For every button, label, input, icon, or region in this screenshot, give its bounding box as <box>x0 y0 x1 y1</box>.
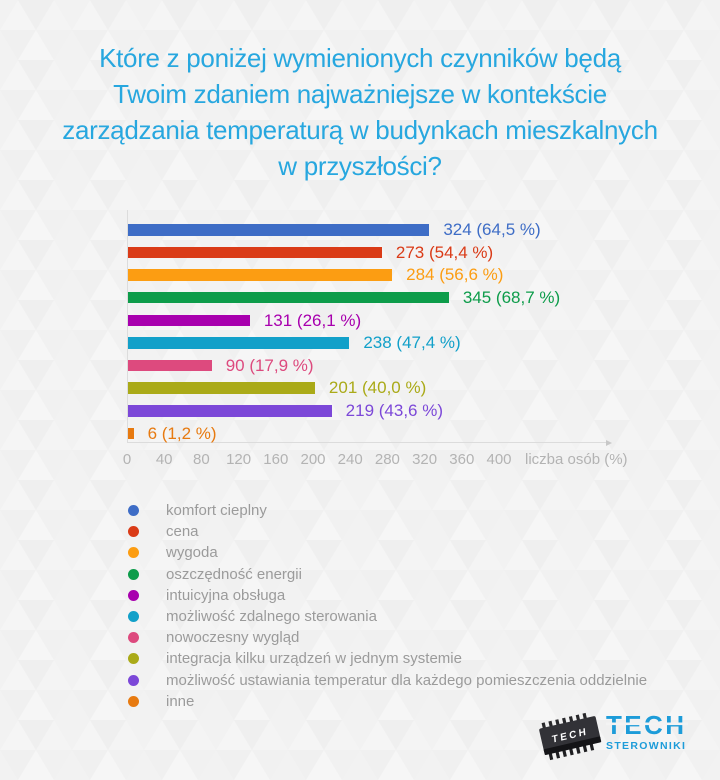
legend-item: możliwość ustawiania temperatur dla każd… <box>128 670 647 691</box>
chart-legend: komfort cieplny cena wygoda oszczędność ene… <box>128 500 647 712</box>
title-line: Twoim zdaniem najważniejsze w kontekście <box>113 79 607 109</box>
bar <box>128 427 134 440</box>
bar-row: 284 (56,6 %) <box>128 265 504 285</box>
legend-item: intuicyjna obsługa <box>128 585 647 606</box>
bar <box>128 314 250 327</box>
bar <box>128 246 382 259</box>
legend-label: cena <box>166 523 199 541</box>
legend-dot-icon <box>128 547 139 559</box>
tech-chip-logo-icon: TECH <box>539 712 602 761</box>
legend-item: cena <box>128 521 647 542</box>
x-axis-tick-label: 320 <box>412 451 438 468</box>
bar-chart-plot-area: 324 (64,5 %) 273 (54,4 %) 284 (56,6 %) 345 … <box>127 210 612 446</box>
legend-dot-icon <box>128 674 139 686</box>
bar-row: 273 (54,4 %) <box>128 242 494 262</box>
legend-label: intuicyjna obsługa <box>166 586 286 604</box>
legend-item: możliwość zdalnego sterowania <box>128 606 647 627</box>
x-axis-tick-label: 40 <box>155 451 173 468</box>
bar-value-label: 324 (64,5 %) <box>443 220 541 239</box>
x-axis-tick-label: 200 <box>300 451 326 468</box>
legend-dot-icon <box>128 611 139 623</box>
x-axis-tick-label: 120 <box>226 451 252 468</box>
bar-row: 238 (47,4 %) <box>128 333 461 353</box>
bar-value-label: 345 (68,7 %) <box>462 287 561 307</box>
brand-name: TECH <box>606 713 686 740</box>
bar-value-label: 238 (47,4 %) <box>363 333 461 353</box>
legend-label: wygoda <box>166 544 218 562</box>
bar <box>128 405 332 417</box>
title-line: Które z poniżej wymienionych czynników b… <box>99 43 621 73</box>
y-axis-line <box>127 210 128 443</box>
bar-row: 345 (68,7 %) <box>128 287 561 307</box>
x-axis-ticks: liczba osób (%) 0 40 80 120 160 200 240 280 320 3… <box>123 451 687 471</box>
legend-label: nowoczesny wygląd <box>166 629 300 647</box>
bar-row: 201 (40,0 %) <box>128 378 427 398</box>
bar-value-label: 219 (43,6 %) <box>345 401 443 421</box>
x-axis-tick-label: 400 <box>486 451 512 468</box>
bar-value-label: 6 (1,2 %) <box>147 423 217 443</box>
legend-item: wygoda <box>128 542 647 563</box>
bar <box>128 224 430 236</box>
legend-dot-icon <box>128 505 139 517</box>
x-axis-tick-label: 240 <box>337 451 363 468</box>
legend-dot-icon <box>128 632 139 644</box>
legend-dot-icon <box>128 526 139 538</box>
x-axis-tick-label: 280 <box>374 451 400 468</box>
title-line: zarządzania temperaturą w budynkach mies… <box>62 115 658 145</box>
legend-dot-icon <box>128 695 139 707</box>
legend-label: oszczędność energii <box>166 565 302 583</box>
bar-value-label: 131 (26,1 %) <box>263 310 362 330</box>
x-axis-arrow-icon <box>606 440 612 446</box>
x-axis-tick-label: 160 <box>263 451 289 468</box>
legend-item: komfort cieplny <box>128 500 647 521</box>
legend-item: integracja kilku urządzeń w jednym syste… <box>128 648 647 669</box>
bar <box>128 382 315 394</box>
x-axis-unit-label: liczba osób (%) <box>525 451 628 468</box>
legend-label: możliwość ustawiania temperatur dla każd… <box>166 671 648 689</box>
x-axis-tick-label: 80 <box>193 451 210 468</box>
legend-dot-icon <box>128 589 139 601</box>
bar-row: 219 (43,6 %) <box>128 401 443 421</box>
bar-value-label: 273 (54,4 %) <box>395 242 494 262</box>
bar-row: 90 (17,9 %) <box>128 355 314 375</box>
legend-label: komfort cieplny <box>166 502 267 520</box>
legend-label: możliwość zdalnego sterowania <box>166 608 377 626</box>
bar-value-label: 201 (40,0 %) <box>328 378 427 398</box>
bar-value-label: 90 (17,9 %) <box>225 355 314 375</box>
bar-row: 324 (64,5 %) <box>128 220 541 239</box>
bar <box>128 359 212 372</box>
title-line: w przyszłości? <box>278 151 442 181</box>
bar <box>128 337 350 349</box>
legend-item: inne <box>128 691 647 712</box>
x-axis-tick-label: 0 <box>122 451 132 468</box>
x-axis-line <box>127 440 612 446</box>
bar-row: 131 (26,1 %) <box>128 310 362 330</box>
bar-row: 6 (1,2 %) <box>128 423 217 443</box>
legend-item: nowoczesny wygląd <box>128 627 647 648</box>
brand-subtitle: STEROWNIKI <box>606 740 686 752</box>
legend-label: inne <box>166 692 195 710</box>
bar-value-label: 284 (56,6 %) <box>406 265 504 285</box>
bar <box>128 269 393 281</box>
legend-dot-icon <box>128 568 139 580</box>
page-title: Które z poniżej wymienionych czynników b… <box>0 40 720 184</box>
legend-item: oszczędność energii <box>128 564 647 585</box>
legend-label: integracja kilku urządzeń w jednym syste… <box>166 650 462 668</box>
tech-sterowniki-logo: TECH STEROWNIKI <box>606 713 688 752</box>
brand-slit <box>606 722 688 726</box>
legend-dot-icon <box>128 653 139 665</box>
bar <box>128 291 449 304</box>
x-axis-tick-label: 360 <box>449 451 475 468</box>
